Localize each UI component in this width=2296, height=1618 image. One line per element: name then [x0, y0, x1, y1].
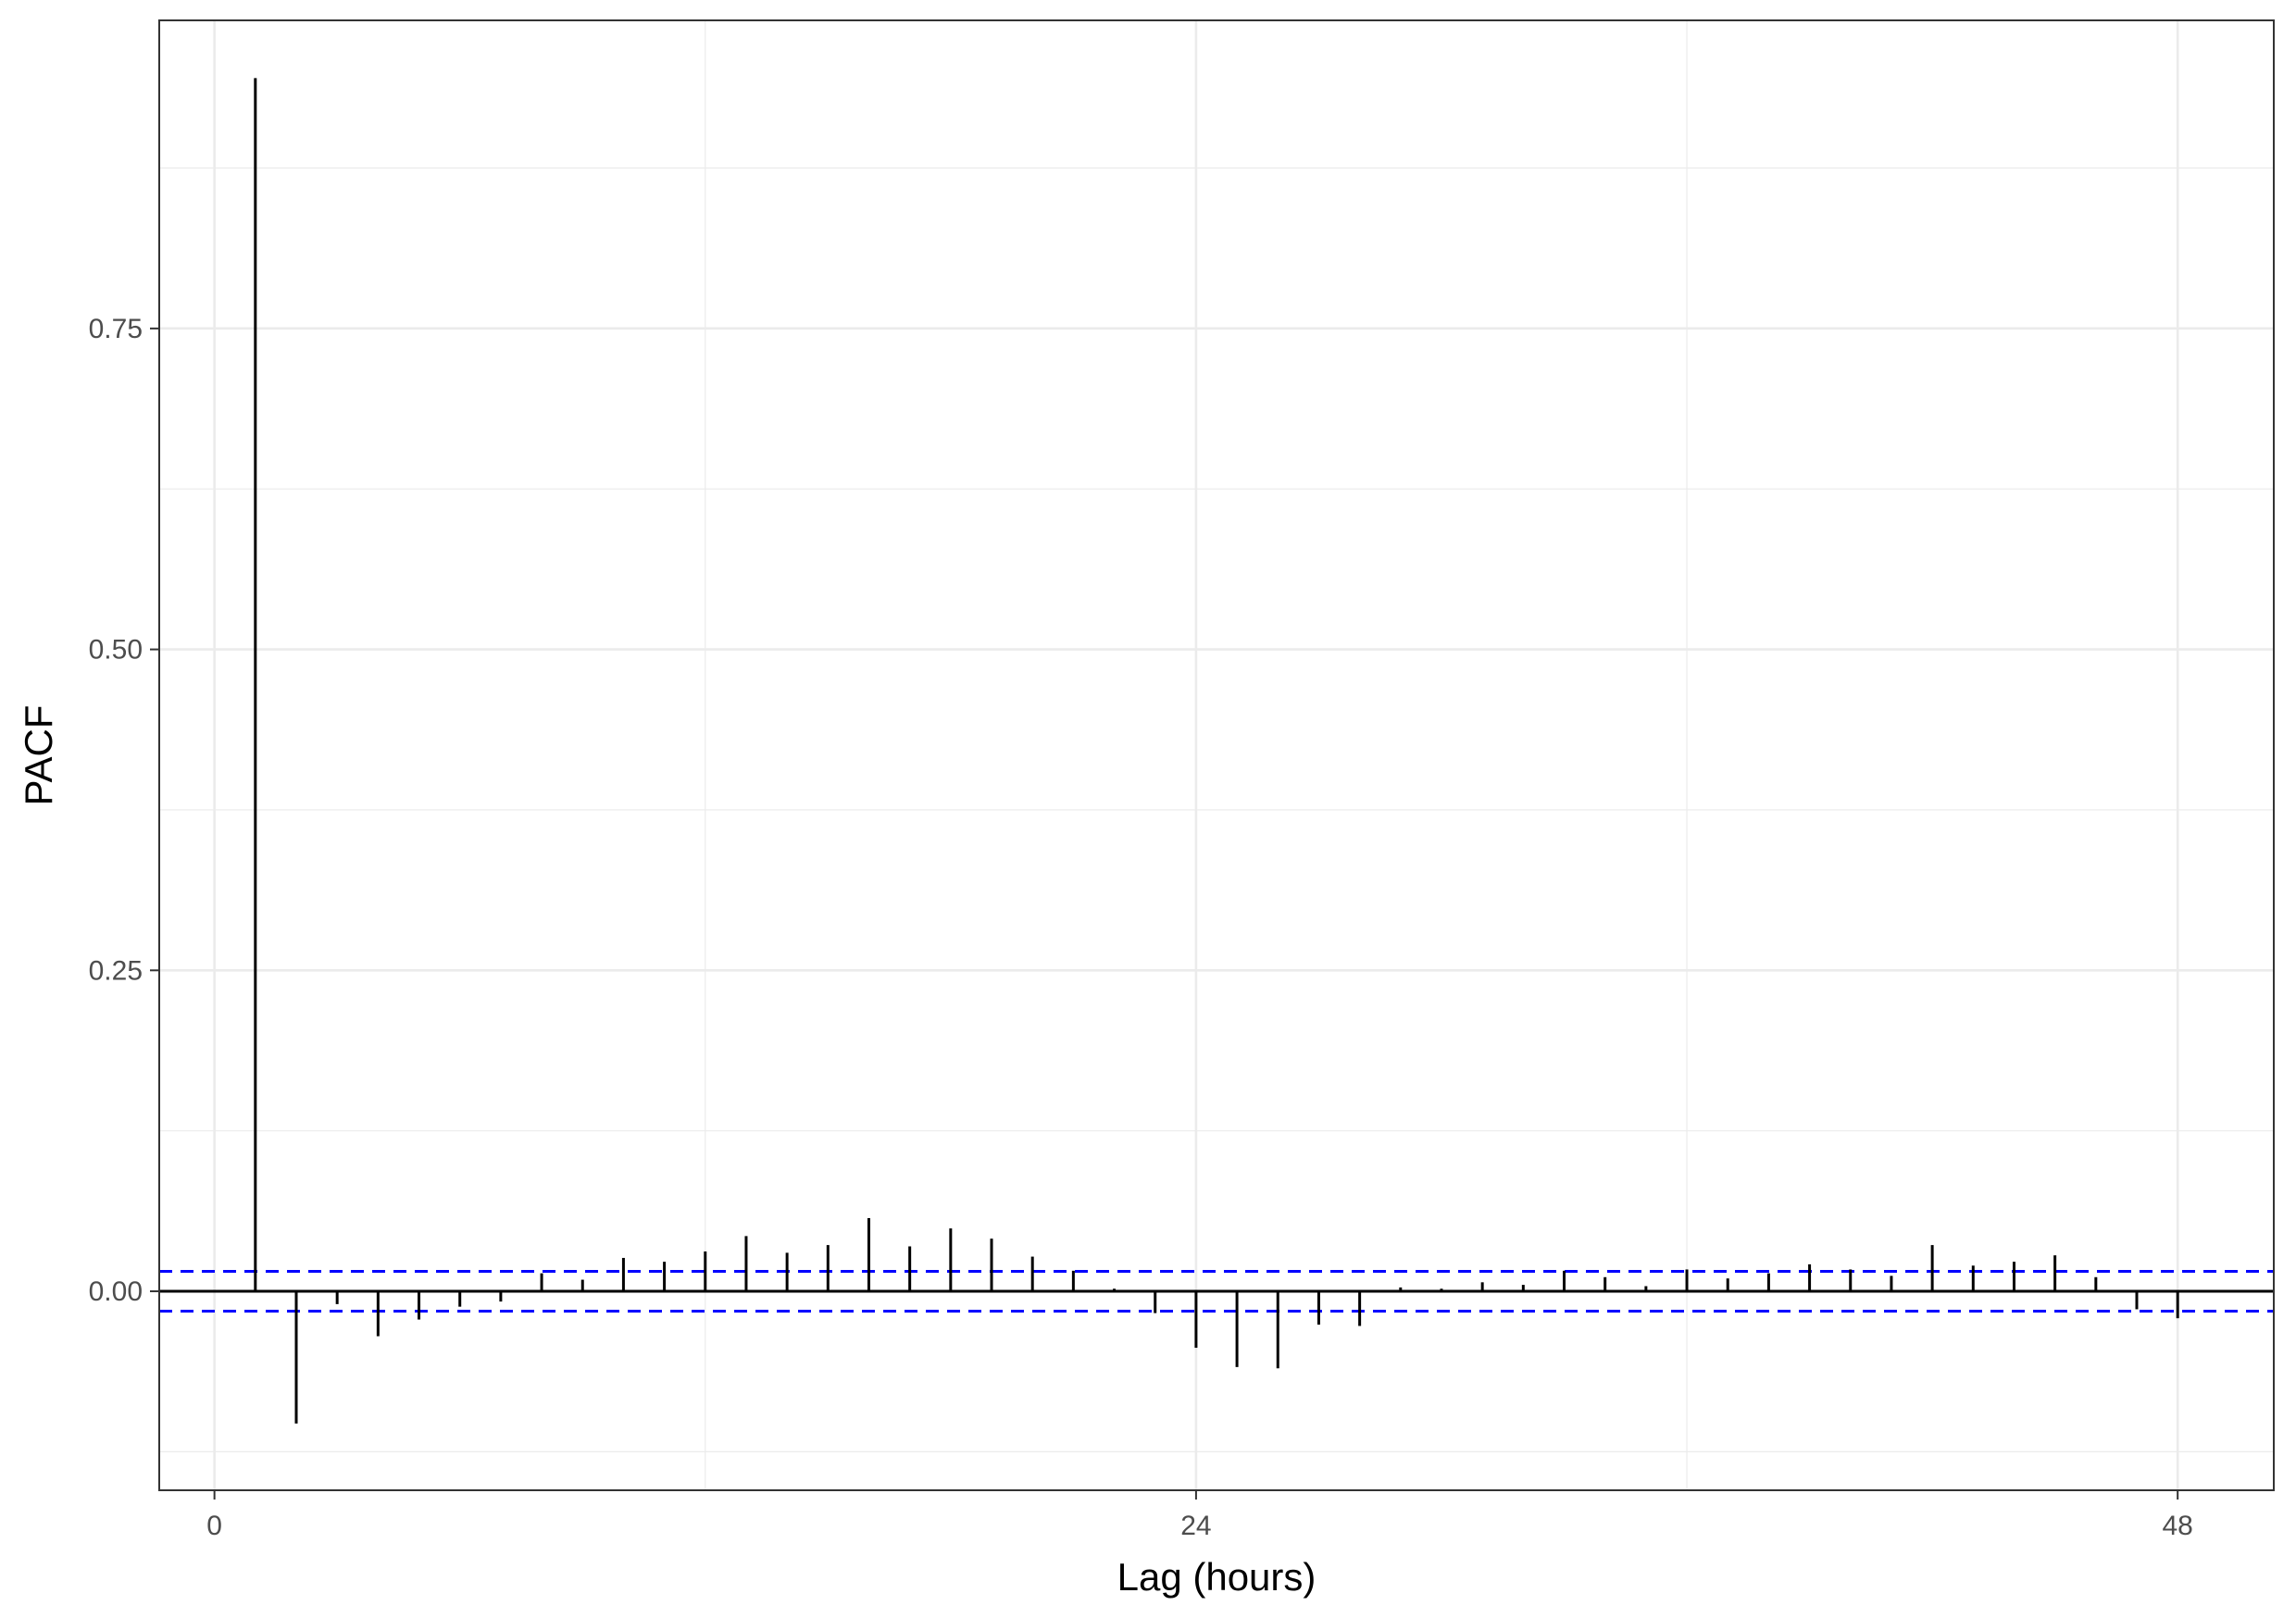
y-tick-label: 0.50: [89, 635, 143, 666]
x-tick-label: 24: [1180, 1511, 1211, 1541]
x-axis-title: Lag (hours): [1117, 1555, 1316, 1599]
confidence-bounds: [159, 1270, 2274, 1313]
gridlines: [159, 20, 2274, 1490]
pacf-bars: [254, 78, 2179, 1424]
panel-border: [158, 19, 2275, 1491]
y-tick-label: 0.00: [89, 1276, 143, 1307]
y-axis-title: PACF: [17, 705, 60, 806]
axis-ticks: 0.00 0.25 0.50 0.75 0 24 48: [89, 314, 2193, 1541]
y-tick-label: 0.75: [89, 314, 143, 344]
x-tick-label: 0: [206, 1511, 222, 1541]
y-tick-label: 0.25: [89, 955, 143, 986]
x-tick-label: 48: [2162, 1511, 2192, 1541]
